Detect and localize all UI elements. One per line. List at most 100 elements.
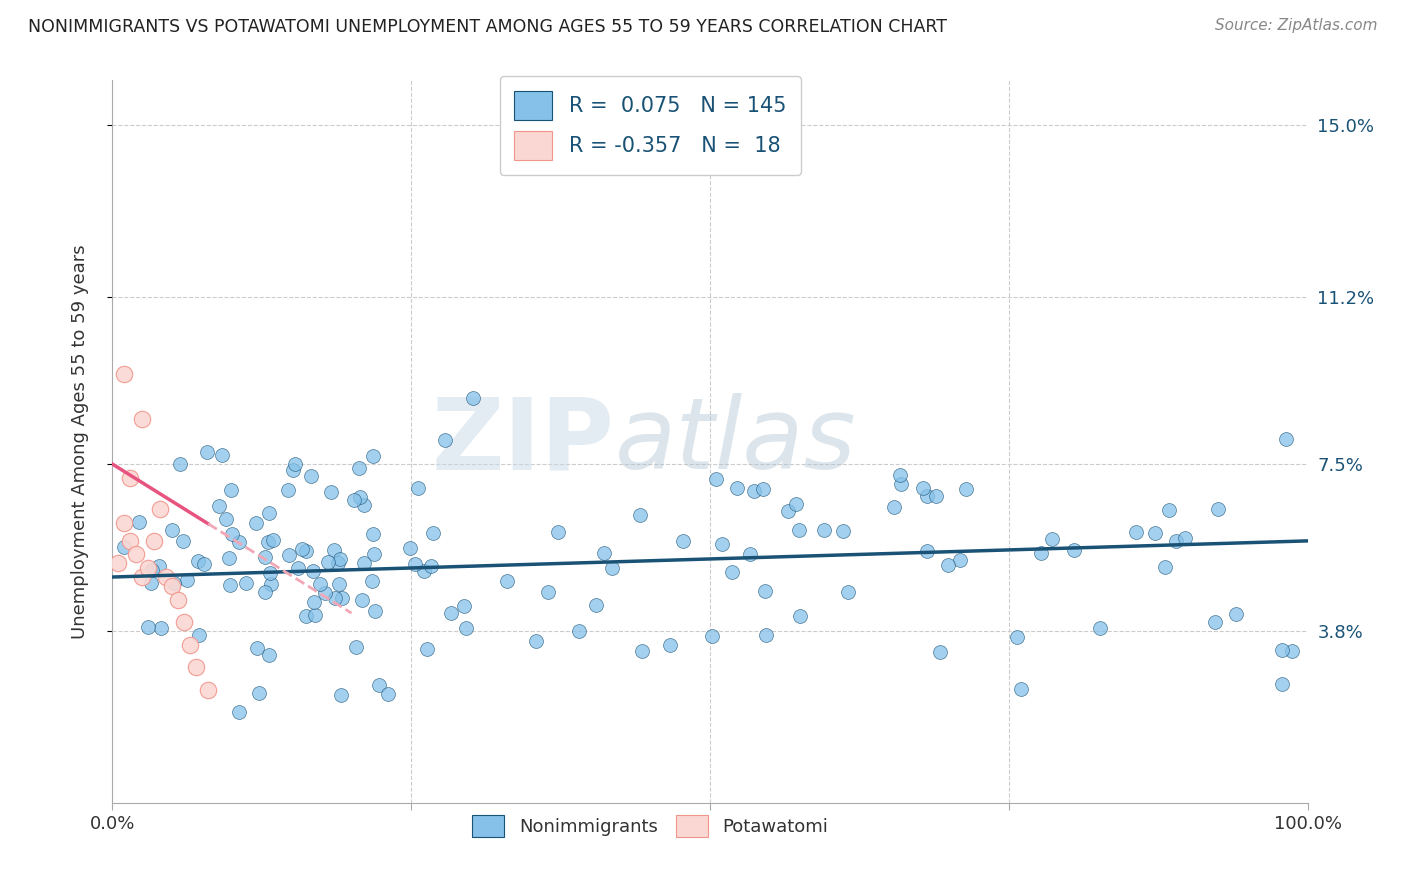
Point [211, 448, 233, 462]
Point [361, 449, 384, 463]
Point [789, 523, 811, 537]
Point [131, 570, 153, 584]
Point [813, 524, 835, 538]
Text: Source: ZipAtlas.com: Source: ZipAtlas.com [1215, 18, 1378, 33]
Point [412, 564, 434, 578]
Text: atlas: atlas [614, 393, 856, 490]
Point [1125, 524, 1147, 539]
Point [329, 688, 352, 702]
Point [537, 585, 560, 599]
Point [246, 641, 269, 656]
Point [167, 592, 190, 607]
Point [295, 544, 318, 558]
Point [187, 628, 209, 642]
Point [330, 591, 353, 605]
Point [107, 557, 129, 571]
Point [1040, 532, 1063, 546]
Point [136, 620, 159, 634]
Legend: Nonimmigrants, Potawatomi: Nonimmigrants, Potawatomi [465, 808, 835, 845]
Point [319, 484, 342, 499]
Point [1281, 643, 1303, 657]
Point [363, 547, 385, 561]
Point [778, 504, 800, 518]
Point [257, 648, 280, 662]
Point [352, 593, 374, 607]
Point [148, 558, 170, 573]
Point [347, 461, 370, 475]
Point [197, 682, 219, 697]
Point [416, 642, 439, 657]
Point [585, 598, 607, 612]
Point [120, 470, 142, 484]
Point [328, 577, 350, 591]
Point [628, 508, 651, 522]
Point [120, 533, 142, 548]
Point [929, 644, 952, 658]
Point [247, 686, 270, 700]
Point [323, 591, 346, 606]
Point [419, 559, 441, 574]
Point [221, 526, 243, 541]
Point [349, 490, 371, 504]
Point [837, 585, 859, 599]
Point [195, 445, 218, 459]
Point [254, 584, 277, 599]
Point [454, 621, 477, 635]
Point [125, 548, 148, 562]
Point [568, 624, 591, 638]
Point [299, 469, 322, 483]
Point [186, 660, 208, 674]
Point [915, 544, 938, 558]
Point [883, 500, 905, 514]
Point [304, 608, 326, 623]
Point [176, 573, 198, 587]
Point [547, 525, 569, 540]
Point [256, 535, 278, 549]
Point [291, 542, 314, 557]
Point [755, 627, 778, 641]
Point [208, 500, 231, 514]
Point [406, 481, 429, 495]
Point [1031, 546, 1053, 560]
Point [1143, 526, 1166, 541]
Point [114, 367, 135, 381]
Point [139, 576, 162, 591]
Point [496, 574, 519, 588]
Point [138, 561, 160, 575]
Point [1010, 682, 1032, 697]
Point [149, 621, 172, 635]
Point [259, 566, 281, 580]
Point [193, 557, 215, 571]
Point [253, 550, 276, 565]
Point [284, 457, 307, 471]
Point [169, 457, 191, 471]
Point [172, 533, 194, 548]
Point [353, 557, 375, 571]
Point [398, 541, 420, 555]
Point [721, 566, 744, 580]
Point [949, 553, 972, 567]
Point [831, 524, 853, 539]
Point [364, 604, 387, 618]
Point [1005, 630, 1028, 644]
Point [785, 498, 807, 512]
Point [631, 643, 654, 657]
Y-axis label: Unemployment Among Ages 55 to 59 years: Unemployment Among Ages 55 to 59 years [70, 244, 89, 639]
Point [889, 468, 911, 483]
Point [1164, 534, 1187, 549]
Point [740, 547, 762, 561]
Point [377, 687, 399, 701]
Point [131, 412, 153, 426]
Point [526, 634, 548, 648]
Point [1088, 621, 1111, 635]
Point [179, 638, 201, 652]
Point [281, 463, 304, 477]
Point [316, 555, 339, 569]
Point [173, 615, 195, 630]
Point [1271, 677, 1294, 691]
Point [295, 609, 318, 624]
Point [422, 525, 444, 540]
Point [353, 498, 375, 512]
Point [789, 609, 811, 624]
Point [890, 476, 912, 491]
